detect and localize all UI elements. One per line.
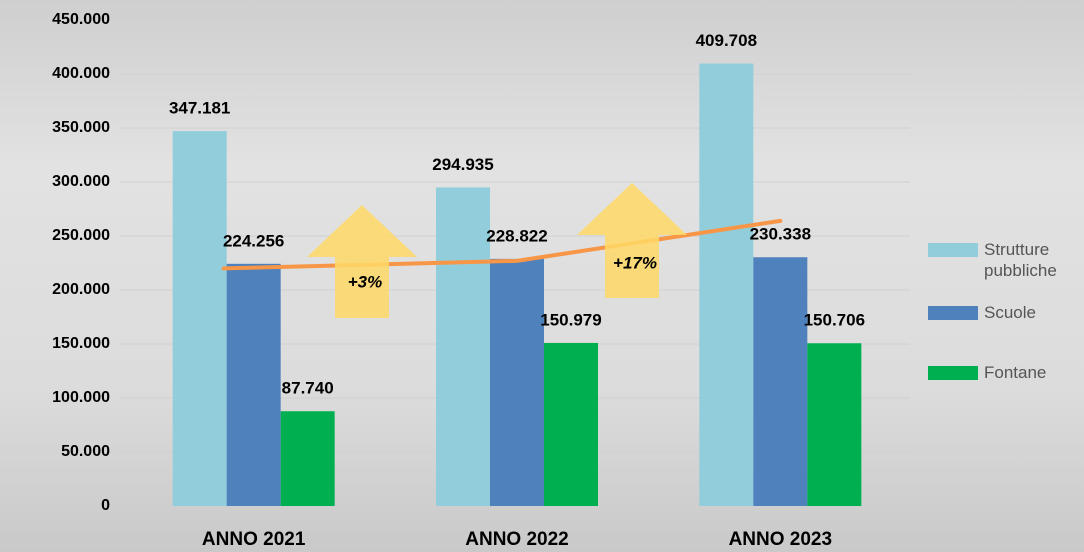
x-tick-label: ANNO 2021 bbox=[202, 529, 306, 550]
arrow bbox=[577, 183, 687, 298]
value-label: 150.979 bbox=[540, 310, 601, 329]
y-tick-label: 100.000 bbox=[52, 389, 110, 406]
bar bbox=[436, 187, 490, 506]
value-label: 347.181 bbox=[169, 99, 230, 118]
bar bbox=[172, 131, 227, 506]
bar bbox=[544, 342, 598, 506]
value-label: 294.935 bbox=[432, 155, 493, 174]
legend-item: Strutture pubbliche bbox=[928, 239, 1084, 281]
legend-label: Fontane bbox=[984, 363, 1047, 382]
value-label: 409.708 bbox=[696, 31, 757, 50]
bar bbox=[807, 343, 862, 506]
bar bbox=[280, 411, 335, 506]
value-label: 228.822 bbox=[486, 226, 547, 245]
legend-label: Strutture pubbliche bbox=[984, 240, 1057, 280]
bar bbox=[490, 258, 544, 506]
legend-swatch bbox=[928, 366, 978, 380]
bar bbox=[226, 263, 281, 506]
value-label: 150.706 bbox=[804, 311, 865, 330]
y-tick-label: 300.000 bbox=[52, 173, 110, 190]
legend-swatch bbox=[928, 243, 978, 257]
arrow bbox=[307, 205, 417, 318]
bar bbox=[699, 63, 754, 507]
legend-label: Scuole bbox=[984, 303, 1036, 322]
legend-item: Fontane bbox=[928, 362, 1084, 383]
value-label: 230.338 bbox=[750, 225, 811, 244]
x-tick-label: ANNO 2022 bbox=[465, 529, 569, 550]
value-label: 224.256 bbox=[223, 231, 284, 250]
bar bbox=[753, 257, 808, 506]
y-tick-label: 250.000 bbox=[52, 227, 110, 244]
annotation: +3% bbox=[348, 272, 383, 291]
y-tick-label: 200.000 bbox=[52, 281, 110, 298]
legend-swatch bbox=[928, 306, 978, 320]
y-tick-label: 350.000 bbox=[52, 119, 110, 136]
legend-item: Scuole bbox=[928, 302, 1084, 323]
y-tick-label: 0 bbox=[101, 497, 110, 514]
value-label: 87.740 bbox=[282, 379, 334, 398]
annotation: +17% bbox=[613, 253, 657, 272]
x-tick-label: ANNO 2023 bbox=[729, 529, 833, 550]
y-tick-label: 450.000 bbox=[52, 11, 110, 28]
y-tick-label: 400.000 bbox=[52, 65, 110, 82]
y-tick-label: 50.000 bbox=[61, 443, 110, 460]
trend-line bbox=[221, 218, 783, 271]
y-tick-label: 150.000 bbox=[52, 335, 110, 352]
